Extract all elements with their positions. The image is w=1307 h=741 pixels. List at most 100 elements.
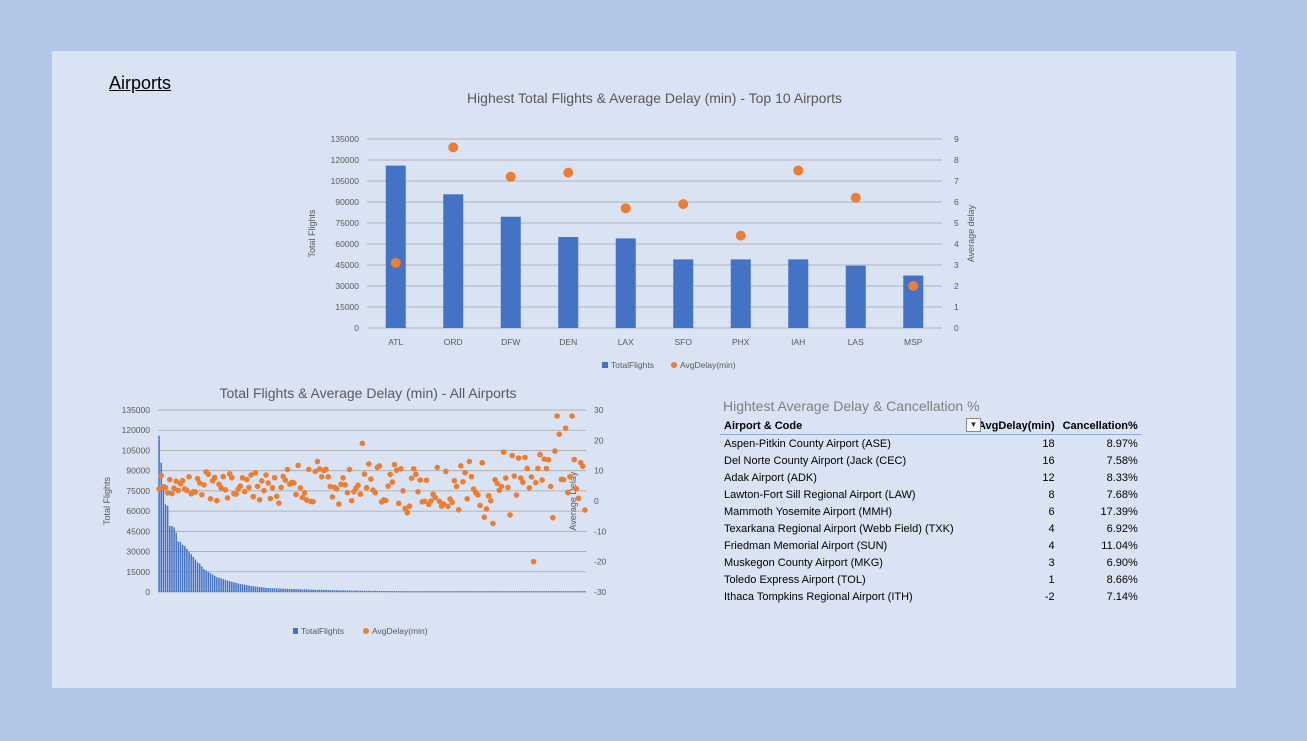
bar-total-flights	[332, 590, 333, 592]
bar-total-flights	[573, 591, 574, 592]
bar-total-flights	[338, 590, 339, 592]
y2-axis-label: Average Delay	[568, 471, 578, 530]
dot-avg-delay	[556, 431, 562, 437]
bar-total-flights	[285, 589, 286, 592]
dot-avg-delay	[452, 478, 458, 484]
dot-avg-delay	[276, 500, 282, 506]
bar-total-flights	[357, 591, 358, 592]
bar-total-flights	[544, 591, 545, 592]
bar-total-flights	[409, 591, 410, 592]
cell-cancellation: 6.92%	[1059, 520, 1142, 537]
dot-avg-delay	[302, 490, 308, 496]
table-row: Del Norte County Airport (Jack (CEC) 16 7.…	[720, 452, 1142, 469]
dot-avg-delay	[574, 486, 580, 492]
cell-avgdelay: 16	[974, 452, 1059, 469]
dot-avg-delay	[576, 496, 582, 502]
bar-total-flights	[479, 591, 480, 592]
bar-total-flights	[526, 591, 527, 592]
bar-total-flights	[539, 591, 540, 592]
x-tick-label: ATL	[388, 337, 403, 347]
dot-avg-delay	[257, 497, 263, 503]
bar-total-flights	[449, 591, 450, 592]
cell-avgdelay: 3	[974, 554, 1059, 571]
dot-avg-delay	[201, 482, 207, 488]
bar-total-flights	[169, 526, 170, 592]
bar-total-flights	[210, 573, 211, 592]
x-tick-label: PHX	[732, 337, 750, 347]
bar-total-flights	[265, 588, 266, 592]
dot-avg-delay	[167, 477, 173, 483]
bar-total-flights	[244, 585, 245, 592]
dot-avg-delay	[509, 453, 515, 459]
dot-avg-delay	[409, 475, 415, 481]
bar-total-flights	[490, 591, 491, 592]
bar-total-flights	[345, 590, 346, 592]
dot-avg-delay	[345, 490, 351, 496]
dot-avg-delay	[582, 507, 588, 513]
bar-total-flights	[229, 581, 230, 592]
dot-avg-delay	[229, 475, 235, 481]
bar-total-flights	[432, 591, 433, 592]
bar-total-flights	[372, 591, 373, 592]
cell-avgdelay: 1	[974, 571, 1059, 588]
cell-airport: Ithaca Tompkins Regional Airport (ITH)	[720, 588, 974, 605]
y2-axis-label: Average delay	[966, 204, 976, 262]
y-tick-label: 45000	[126, 526, 150, 536]
bar-total-flights	[362, 591, 363, 592]
dot-avg-delay	[355, 483, 361, 489]
bar-total-flights	[351, 591, 352, 592]
cell-airport: Texarkana Regional Airport (Webb Field) …	[720, 520, 974, 537]
bar-total-flights	[240, 584, 241, 592]
dot-avg-delay	[561, 477, 567, 483]
bar-total-flights	[377, 591, 378, 592]
bar-total-flights	[223, 579, 224, 592]
cell-avgdelay: 4	[974, 537, 1059, 554]
dot-avg-delay	[385, 483, 391, 489]
dot-avg-delay	[325, 474, 331, 480]
dot-avg-delay	[306, 467, 312, 473]
cell-cancellation: 7.68%	[1059, 486, 1142, 503]
bar-total-flights	[340, 590, 341, 592]
bar-total-flights	[471, 591, 472, 592]
dot-avg-delay	[526, 485, 532, 491]
dot-avg-delay	[569, 413, 575, 419]
dot-avg-delay	[278, 485, 284, 491]
legend-swatch-delay	[671, 362, 677, 368]
bar-total-flights	[259, 587, 260, 592]
bar-total-flights	[306, 589, 307, 592]
bar-total-flights	[201, 566, 202, 592]
y2-tick-label: 0	[594, 496, 599, 506]
bar-total-flights	[167, 506, 168, 592]
bar-total-flights	[233, 582, 234, 592]
bar-total-flights	[561, 591, 562, 592]
bar-total-flights	[488, 591, 489, 592]
dot-avg-delay	[469, 474, 475, 480]
bar-total-flights	[430, 591, 431, 592]
dot-avg-delay	[413, 471, 419, 477]
dot-avg-delay	[434, 465, 440, 471]
cell-airport: Toledo Express Airport (TOL)	[720, 571, 974, 588]
bar-total-flights	[282, 589, 283, 592]
bar-total-flights	[522, 591, 523, 592]
bar-total-flights	[287, 589, 288, 592]
delay-cancellation-table: Airport & Code ▼ AvgDelay(min) Cancellat…	[720, 417, 1142, 605]
dot-avg-delay	[214, 498, 220, 504]
bar-total-flights	[466, 591, 467, 592]
dot-avg-delay	[176, 488, 182, 494]
bar-total-flights	[578, 591, 579, 592]
bar-total-flights	[276, 588, 277, 592]
bar-total-flights	[334, 590, 335, 592]
dot-avg-delay	[548, 484, 554, 490]
cell-avgdelay: 6	[974, 503, 1059, 520]
bar-total-flights	[387, 591, 388, 592]
dot-avg-delay	[488, 498, 494, 504]
cell-avgdelay: 12	[974, 469, 1059, 486]
bar-total-flights	[163, 484, 164, 592]
dot-avg-delay	[205, 471, 211, 477]
sort-filter-icon[interactable]: ▼	[966, 418, 981, 432]
dot-avg-delay	[259, 478, 265, 484]
y-tick-label: 90000	[335, 197, 359, 207]
dot-avg-delay	[336, 501, 342, 507]
dot-avg-delay	[621, 203, 631, 213]
legend-swatch-delay	[363, 628, 369, 634]
